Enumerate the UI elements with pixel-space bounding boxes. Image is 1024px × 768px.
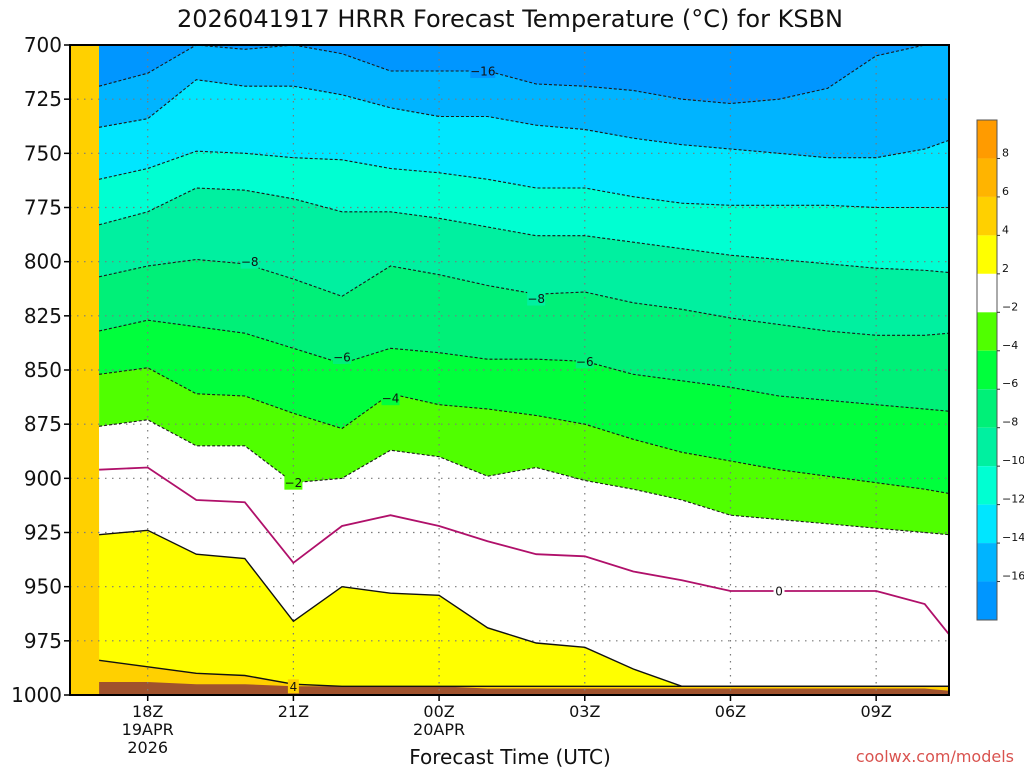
- isotherm--6: [98, 319, 949, 412]
- colorbar-frame: [976, 119, 998, 621]
- colorbar-swatch-4: [977, 196, 997, 236]
- ground-area: [99, 682, 949, 695]
- x-tick-label: 18Z: [132, 702, 163, 721]
- colorbar-tick-label: −8: [1002, 416, 1018, 429]
- colorbar-swatch--2: [977, 273, 997, 313]
- y-tick-label: 800: [24, 250, 62, 274]
- isotherm--2: [99, 419, 949, 536]
- x-axis-label: Forecast Time (UTC): [409, 745, 611, 768]
- y-tick-label: 975: [24, 629, 62, 653]
- x-tick-label: 20APR: [413, 720, 465, 739]
- colorbar-tick-label: −6: [1002, 377, 1018, 390]
- contour-label: −8: [241, 255, 259, 269]
- x-tick-label: 03Z: [569, 702, 600, 721]
- temperature-fill-bands: [70, 45, 949, 695]
- isotherm-2: [99, 529, 949, 687]
- y-tick-label: 875: [24, 412, 62, 436]
- x-tick-label: 06Z: [715, 702, 746, 721]
- x-tick-label: 21Z: [278, 702, 309, 721]
- isotherm--14: [99, 79, 949, 159]
- y-tick-label: 700: [24, 33, 62, 57]
- colorbar-tick-label: 2: [1002, 262, 1009, 275]
- colorbar-tick-label: −4: [1002, 339, 1018, 352]
- contour-label: −6: [333, 351, 351, 365]
- isotherm--4: [99, 367, 949, 495]
- contour-label-bg-6: [284, 475, 303, 490]
- contour-label-bg-0: [470, 64, 496, 78]
- colorbar-legend: 8 6 4 2 −2 −4 −6 −8 −10 −12 −14 −16: [976, 119, 1024, 621]
- contour-label: 4: [290, 680, 298, 694]
- contour-label: 0: [775, 585, 783, 599]
- contour-label-bg-5: [381, 391, 400, 406]
- isotherm-lines: [98, 45, 949, 687]
- x-tick-label: 2026: [127, 738, 168, 757]
- colorbar-tick-label: −2: [1002, 300, 1018, 313]
- x-tick-label: 00Z: [423, 702, 454, 721]
- colorbar-tick-label: 4: [1002, 223, 1009, 236]
- colorbar-tick-label: −16: [1002, 570, 1024, 583]
- contour-label-bg-7: [287, 679, 299, 694]
- contour-label: −4: [382, 392, 400, 406]
- band-below--16: [99, 45, 949, 104]
- colorbar-swatch-2: [977, 235, 997, 274]
- colorbar-tick-label: −10: [1002, 454, 1024, 467]
- y-tick-label: 925: [24, 521, 62, 545]
- colorbar-swatch-8: [977, 120, 997, 159]
- y-tick-label: 750: [24, 141, 62, 165]
- colorbar-swatch--16: [977, 543, 997, 582]
- ground-terrain: [99, 682, 949, 695]
- colorbar-swatch--14: [977, 504, 997, 544]
- y-axis: 700 725 750 775 800 825 850 875 900 925 950 975 1000: [11, 33, 70, 707]
- colorbar-swatch--6: [977, 350, 997, 390]
- chart-title: 2026041917 HRRR Forecast Temperature (°C…: [177, 5, 843, 33]
- colorbar-swatch--12: [977, 466, 997, 505]
- contour-label-bg-2: [527, 291, 546, 306]
- contour-label: −6: [576, 355, 594, 369]
- y-tick-label: 1000: [11, 683, 62, 707]
- contour-label-bg-1: [240, 254, 259, 269]
- contour-label: −16: [470, 65, 495, 79]
- isotherm--12: [98, 150, 949, 209]
- contour-label-bg-3: [332, 350, 351, 364]
- x-tick-label: 09Z: [860, 702, 891, 721]
- colorbar-swatch--8: [977, 389, 997, 428]
- colorbar-tick-label: −12: [1002, 493, 1024, 506]
- colorbar-tick-label: 8: [1002, 146, 1009, 159]
- colorbar-swatch-6: [977, 158, 997, 197]
- colorbar-swatch--4: [977, 312, 997, 351]
- colorbar-swatch--18: [977, 581, 997, 620]
- contour-label: −8: [527, 292, 545, 306]
- colorbar-tick-label: −14: [1002, 531, 1024, 544]
- isotherm-0: [99, 466, 949, 635]
- contour-labels: −16 −8 −8 −6 −6 −4 −2 4 0: [240, 64, 785, 694]
- colorbar-tick-label: 6: [1002, 185, 1009, 198]
- y-tick-label: 950: [24, 575, 62, 599]
- contour-label: −2: [285, 476, 303, 490]
- y-tick-label: 725: [24, 87, 62, 111]
- y-tick-label: 850: [24, 358, 62, 382]
- x-tick-label: 19APR: [122, 720, 174, 739]
- credit-text: coolwx.com/models: [856, 747, 1014, 766]
- isotherm--16: [98, 45, 949, 105]
- y-tick-label: 900: [24, 466, 62, 490]
- y-tick-label: 775: [24, 196, 62, 220]
- colorbar-swatch--10: [977, 427, 997, 467]
- contour-label-bg-4: [575, 354, 594, 369]
- y-tick-label: 825: [24, 304, 62, 328]
- isotherm--10: [98, 187, 949, 274]
- contour-label-bg-8: [773, 584, 785, 598]
